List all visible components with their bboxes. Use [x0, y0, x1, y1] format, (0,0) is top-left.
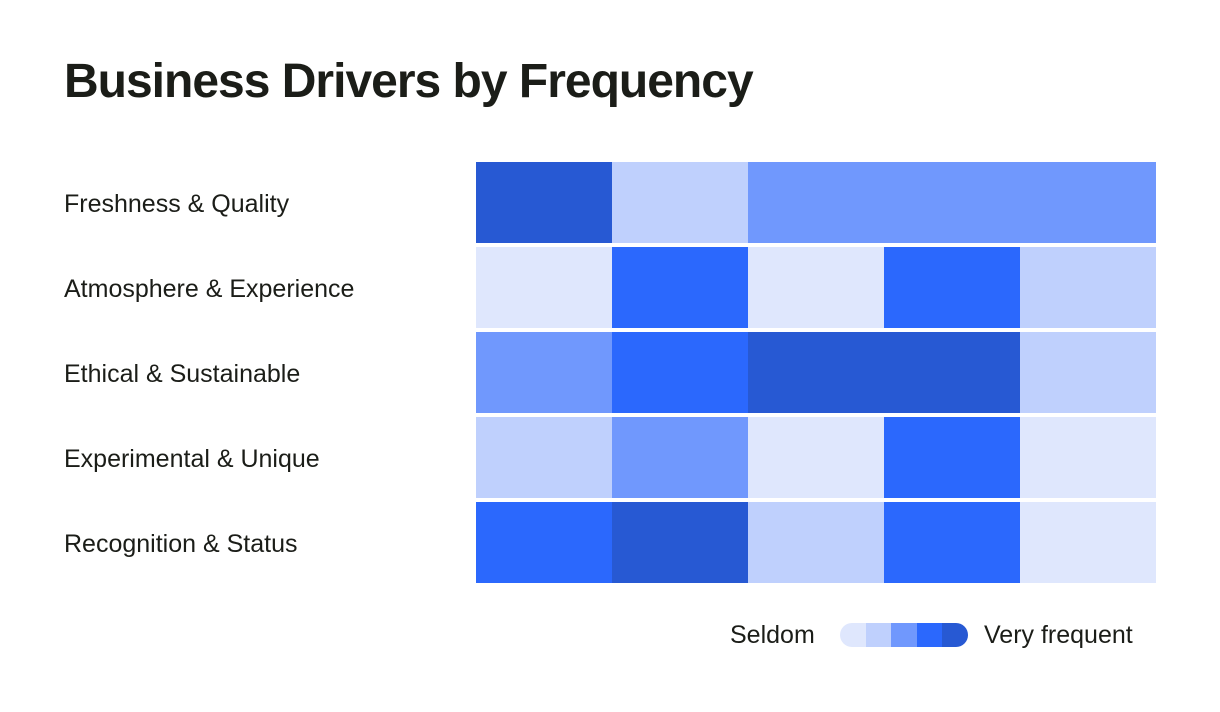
row-label: Freshness & Quality: [64, 190, 290, 218]
heatmap-cell: [1020, 162, 1156, 243]
heatmap-cell: [612, 162, 748, 243]
heatmap-cell: [1020, 502, 1156, 583]
heatmap-cell: [748, 332, 884, 413]
heatmap-cell: [476, 502, 612, 583]
heatmap-cell: [1020, 247, 1156, 328]
heatmap-cell: [612, 247, 748, 328]
heatmap-cell: [884, 162, 1020, 243]
heatmap-cell: [612, 502, 748, 583]
legend-swatch: [891, 623, 917, 647]
heatmap-cell: [612, 417, 748, 498]
heatmap-cell: [476, 247, 612, 328]
legend-color-scale: [840, 623, 968, 647]
heatmap-cell: [884, 502, 1020, 583]
heatmap-cell: [476, 417, 612, 498]
legend-low-label: Seldom: [730, 621, 815, 649]
legend-high-label: Very frequent: [984, 621, 1133, 649]
heatmap-cell: [748, 247, 884, 328]
heatmap-cell: [748, 162, 884, 243]
heatmap-cell: [884, 332, 1020, 413]
legend-swatch: [916, 623, 943, 647]
heatmap-cell: [612, 332, 748, 413]
heatmap-cell: [884, 417, 1020, 498]
heatmap-cell: [1020, 417, 1156, 498]
row-label: Atmosphere & Experience: [64, 275, 355, 303]
heatmap-cell: [884, 247, 1020, 328]
legend-swatch: [840, 623, 866, 647]
heatmap-cell: [476, 332, 612, 413]
legend-swatch: [942, 623, 968, 647]
heatmap-cell: [748, 417, 884, 498]
heatmap-cell: [476, 162, 612, 243]
legend-swatch: [865, 623, 892, 647]
row-label: Experimental & Unique: [64, 445, 320, 473]
row-label: Ethical & Sustainable: [64, 360, 301, 388]
heatmap-cell: [748, 502, 884, 583]
chart-title: Business Drivers by Frequency: [64, 55, 754, 108]
heatmap-cell: [1020, 332, 1156, 413]
row-label: Recognition & Status: [64, 530, 298, 558]
